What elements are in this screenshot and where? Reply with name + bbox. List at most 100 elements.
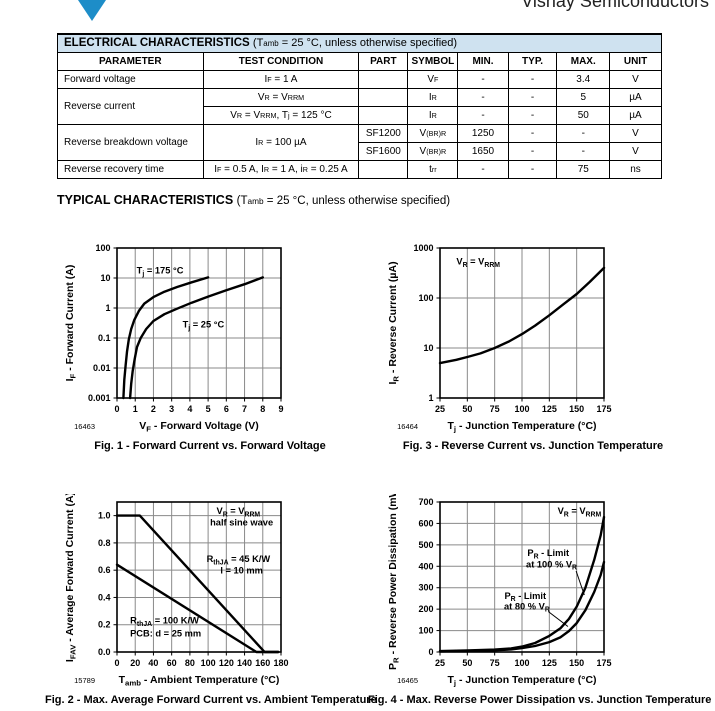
cell-max: 50 bbox=[556, 106, 611, 126]
svg-text:175: 175 bbox=[596, 658, 611, 668]
figure-2: 0 20 40 60 80 100 120 140 160 180 0.0 0.2 0.4 0.6 0.8 1… bbox=[45, 494, 377, 706]
svg-text:25: 25 bbox=[435, 658, 445, 668]
svg-text:0: 0 bbox=[114, 404, 119, 414]
col-header-max: MAX. bbox=[556, 52, 611, 72]
svg-text:8: 8 bbox=[260, 404, 265, 414]
fig4-reverse-power-chart: 25 50 75 100 125 150 175 0 100 200 300 400 500 600 700… bbox=[387, 494, 612, 687]
brand-text: Vishay Semiconductors bbox=[521, 0, 709, 11]
svg-text:VR = VRRM: VR = VRRM bbox=[558, 506, 602, 518]
svg-text:Tj - Junction Temperature (°C): Tj - Junction Temperature (°C) bbox=[447, 420, 596, 433]
cell-parameter: Forward voltage bbox=[57, 70, 204, 90]
svg-text:Tj - Junction Temperature (°C): Tj - Junction Temperature (°C) bbox=[447, 674, 596, 687]
svg-text:VF - Forward Voltage (V): VF - Forward Voltage (V) bbox=[139, 420, 259, 433]
svg-text:16463: 16463 bbox=[74, 422, 95, 431]
typical-characteristics-heading: TYPICAL CHARACTERISTICS (Tamb = 25 °C, u… bbox=[57, 193, 450, 207]
svg-text:120: 120 bbox=[219, 658, 234, 668]
cell-part: SF1600 bbox=[358, 142, 409, 162]
svg-text:125: 125 bbox=[542, 658, 557, 668]
cell-max: 3.4 bbox=[556, 70, 611, 90]
svg-text:15789: 15789 bbox=[74, 676, 95, 685]
electrical-characteristics-table: ELECTRICAL CHARACTERISTICS (Tamb = 25 °C… bbox=[57, 33, 662, 180]
svg-text:100: 100 bbox=[514, 658, 529, 668]
svg-text:10: 10 bbox=[100, 273, 110, 283]
svg-text:500: 500 bbox=[418, 540, 433, 550]
cell-symbol: V(BR)R bbox=[407, 142, 459, 162]
svg-text:PR - Limit: PR - Limit bbox=[504, 591, 546, 603]
figure-1: 0 1 2 3 4 5 6 7 8 9 0.001 0.01 0.1 1 10 100 IF - Forward… bbox=[45, 240, 375, 452]
svg-text:PR - Limit: PR - Limit bbox=[527, 548, 569, 560]
cell-condition: VR = VRRM, Tj = 125 °C bbox=[202, 106, 360, 126]
svg-text:Tj = 175 °C: Tj = 175 °C bbox=[137, 266, 184, 278]
fig3-reverse-current-chart: 25 50 75 100 125 150 175 1 10 100 1000 IR - Reverse… bbox=[387, 243, 612, 433]
svg-text:0.01: 0.01 bbox=[93, 363, 111, 373]
cell-symbol: trr bbox=[407, 160, 459, 180]
svg-text:75: 75 bbox=[490, 404, 500, 414]
svg-text:PR - Reverse Power Dissipation: PR - Reverse Power Dissipation (mW) bbox=[387, 494, 400, 670]
typical-heading-condition: (Tamb = 25 °C, unless otherwise specifie… bbox=[236, 195, 451, 207]
fig2-caption: Fig. 2 - Max. Average Forward Current vs… bbox=[45, 694, 377, 706]
svg-text:3: 3 bbox=[169, 404, 174, 414]
figure-4: 25 50 75 100 125 150 175 0 100 200 300 400 500 600 700… bbox=[368, 494, 711, 706]
svg-text:140: 140 bbox=[237, 658, 252, 668]
svg-text:0.001: 0.001 bbox=[88, 393, 111, 403]
svg-text:1: 1 bbox=[105, 303, 110, 313]
fig3-caption: Fig. 3 - Reverse Current vs. Junction Te… bbox=[402, 440, 664, 452]
svg-text:50: 50 bbox=[462, 404, 472, 414]
svg-text:10: 10 bbox=[423, 343, 433, 353]
cell-part bbox=[358, 106, 409, 126]
svg-text:150: 150 bbox=[569, 658, 584, 668]
svg-text:20: 20 bbox=[130, 658, 140, 668]
col-header-part: PART bbox=[358, 52, 409, 72]
svg-text:9: 9 bbox=[278, 404, 283, 414]
svg-text:VR = VRRM: VR = VRRM bbox=[456, 257, 500, 269]
table-row: Reverse breakdown voltage IR = 100 µA SF… bbox=[57, 124, 662, 162]
svg-text:VR = VRRM: VR = VRRM bbox=[217, 506, 261, 518]
cell-unit: V bbox=[609, 142, 662, 162]
cell-part bbox=[358, 160, 409, 180]
svg-text:100: 100 bbox=[514, 404, 529, 414]
svg-text:400: 400 bbox=[418, 561, 433, 571]
col-header-min: MIN. bbox=[457, 52, 509, 72]
cell-unit: ns bbox=[609, 160, 662, 180]
cell-max: - bbox=[556, 124, 611, 144]
svg-text:50: 50 bbox=[462, 658, 472, 668]
cell-typ: - bbox=[507, 70, 558, 90]
svg-text:PCB: d = 25 mm: PCB: d = 25 mm bbox=[130, 628, 201, 638]
table-row: Forward voltage IF = 1 A VF - - 3.4 V bbox=[57, 70, 662, 90]
cell-unit: µA bbox=[609, 106, 662, 126]
vishay-logo-triangle-icon bbox=[78, 0, 106, 21]
table-row: SF1600 V(BR)R 1650 - - V bbox=[58, 142, 662, 162]
svg-text:300: 300 bbox=[418, 583, 433, 593]
svg-text:16464: 16464 bbox=[397, 422, 418, 431]
cell-condition: IF = 1 A bbox=[202, 70, 360, 90]
cell-min: - bbox=[457, 70, 509, 90]
cell-condition: IF = 0.5 A, IR = 1 A, iR = 0.25 A bbox=[202, 160, 360, 180]
col-header-parameter: PARAMETER bbox=[57, 52, 204, 72]
cell-min: - bbox=[457, 88, 509, 108]
svg-text:at 80 % VR: at 80 % VR bbox=[504, 601, 550, 613]
svg-text:150: 150 bbox=[569, 404, 584, 414]
cell-unit: V bbox=[609, 124, 662, 144]
svg-text:0: 0 bbox=[114, 658, 119, 668]
cell-part bbox=[358, 88, 409, 108]
svg-text:IR - Reverse Current (µA): IR - Reverse Current (µA) bbox=[387, 261, 400, 384]
col-header-unit: UNIT bbox=[609, 52, 662, 72]
fig2-average-forward-current-chart: 0 20 40 60 80 100 120 140 160 180 0.0 0.2 0.4 0.6 0.8 1… bbox=[64, 494, 289, 687]
table-title-bold: ELECTRICAL CHARACTERISTICS bbox=[64, 37, 253, 49]
svg-text:Tj = 25 °C: Tj = 25 °C bbox=[183, 320, 225, 332]
table-title: ELECTRICAL CHARACTERISTICS (Tamb = 25 °C… bbox=[57, 33, 662, 54]
svg-text:Tamb - Ambient Temperature (°C: Tamb - Ambient Temperature (°C) bbox=[119, 674, 280, 687]
cell-min: 1250 bbox=[457, 124, 509, 144]
svg-text:100: 100 bbox=[201, 658, 216, 668]
table-title-condition: (Tamb = 25 °C, unless otherwise specifie… bbox=[252, 37, 458, 49]
svg-text:2: 2 bbox=[151, 404, 156, 414]
svg-text:at 100 % VR: at 100 % VR bbox=[526, 559, 577, 571]
cell-typ: - bbox=[507, 124, 558, 144]
cell-typ: - bbox=[507, 160, 558, 180]
svg-text:5: 5 bbox=[206, 404, 211, 414]
svg-text:160: 160 bbox=[255, 658, 270, 668]
cell-max: 75 bbox=[556, 160, 611, 180]
svg-text:25: 25 bbox=[435, 404, 445, 414]
fig1-caption: Fig. 1 - Forward Current vs. Forward Vol… bbox=[94, 440, 326, 452]
